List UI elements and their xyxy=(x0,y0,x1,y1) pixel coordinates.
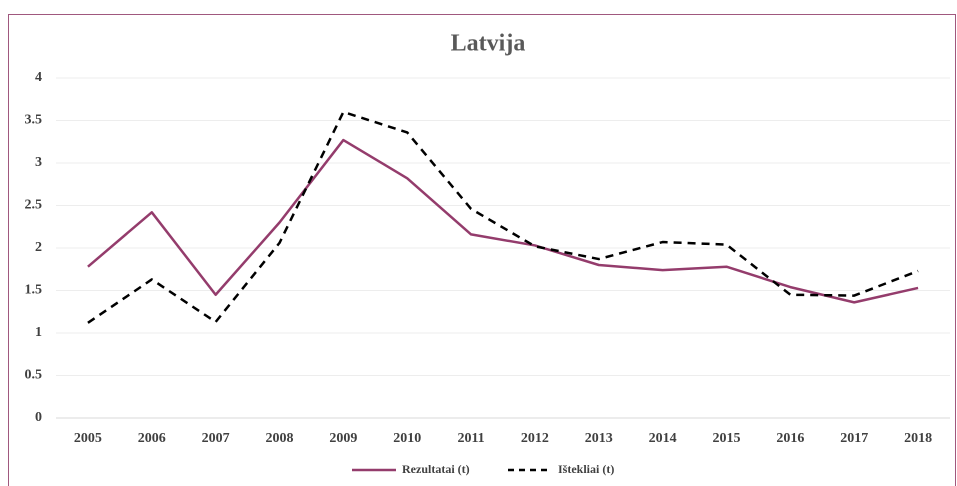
x-tick-label: 2015 xyxy=(713,431,741,446)
x-tick-label: 2012 xyxy=(521,431,549,446)
chart-title: Latvija xyxy=(451,31,526,57)
x-tick-label: 2008 xyxy=(266,431,294,446)
y-tick-label: 1.5 xyxy=(25,283,43,298)
x-tick-label: 2011 xyxy=(457,431,484,446)
legend-label: Ištekliai (t) xyxy=(558,462,614,476)
y-tick-label: 3 xyxy=(35,155,42,170)
x-tick-label: 2007 xyxy=(202,431,230,446)
x-tick-label: 2013 xyxy=(585,431,613,446)
x-tick-label: 2010 xyxy=(393,431,421,446)
x-tick-label: 2005 xyxy=(74,431,102,446)
x-tick-label: 2016 xyxy=(776,431,804,446)
y-tick-label: 2.5 xyxy=(25,198,43,213)
y-tick-label: 3.5 xyxy=(25,113,43,128)
series-line xyxy=(87,138,919,304)
x-tick-label: 2017 xyxy=(840,431,868,446)
x-tick-label: 2014 xyxy=(649,431,677,446)
y-tick-label: 0.5 xyxy=(25,368,43,383)
legend-label: Rezultatai (t) xyxy=(402,462,470,476)
y-tick-label: 0 xyxy=(35,410,42,425)
x-tick-label: 2018 xyxy=(904,431,932,446)
series-line xyxy=(87,110,919,324)
y-tick-label: 2 xyxy=(35,240,42,255)
y-tick-label: 1 xyxy=(35,325,42,340)
x-tick-label: 2006 xyxy=(138,431,166,446)
chart-border xyxy=(8,14,956,486)
x-tick-label: 2009 xyxy=(329,431,357,446)
y-tick-label: 4 xyxy=(35,70,42,85)
